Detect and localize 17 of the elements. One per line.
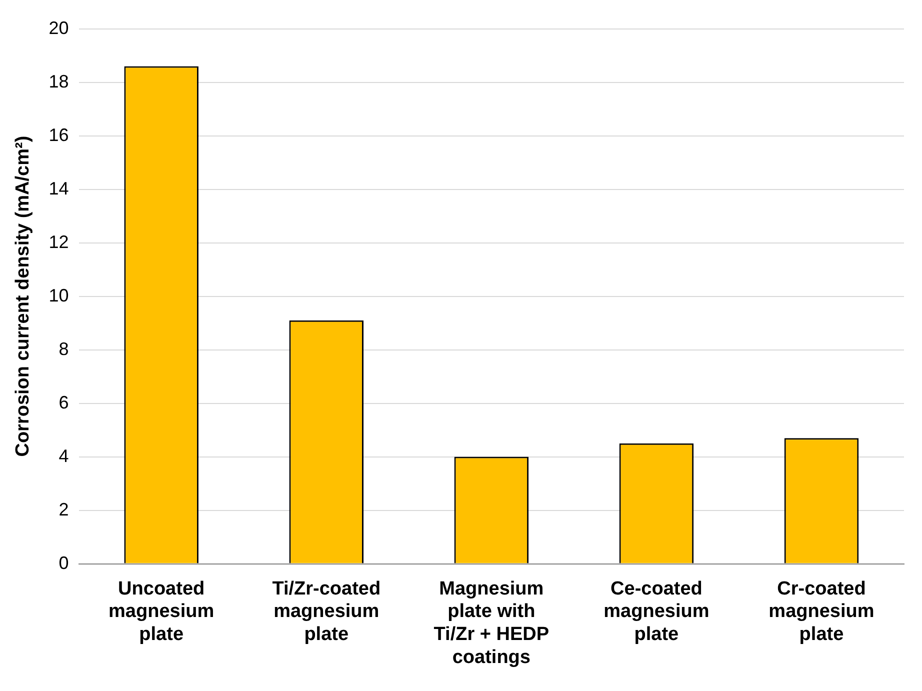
x-tick-label: Cr-coated magnesium plate bbox=[768, 578, 874, 646]
y-axis-title: Corrosion current density (mA/cm²) bbox=[12, 136, 34, 457]
y-tick-label: 12 bbox=[48, 232, 69, 252]
x-tick-label: Ce-coated magnesium plate bbox=[604, 578, 710, 646]
x-tick-label: Ti/Zr-coated magnesium plate bbox=[272, 578, 381, 646]
y-tick-label: 20 bbox=[48, 18, 69, 38]
y-tick-label: 8 bbox=[58, 338, 69, 359]
y-tick-label: 14 bbox=[48, 178, 69, 198]
y-tick-label: 16 bbox=[48, 124, 69, 145]
x-tick-label: Magnesium plate with Ti/Zr + HEDP coatings bbox=[434, 578, 550, 668]
x-tick-label: Uncoated magnesium plate bbox=[108, 578, 214, 646]
y-tick-label: 2 bbox=[58, 499, 69, 520]
y-tick-label: 18 bbox=[48, 71, 69, 92]
y-tick-label: 10 bbox=[48, 285, 69, 306]
y-tick-label: 6 bbox=[58, 392, 69, 412]
y-tick-label: 4 bbox=[58, 446, 69, 466]
y-tick-label: 0 bbox=[58, 552, 69, 573]
